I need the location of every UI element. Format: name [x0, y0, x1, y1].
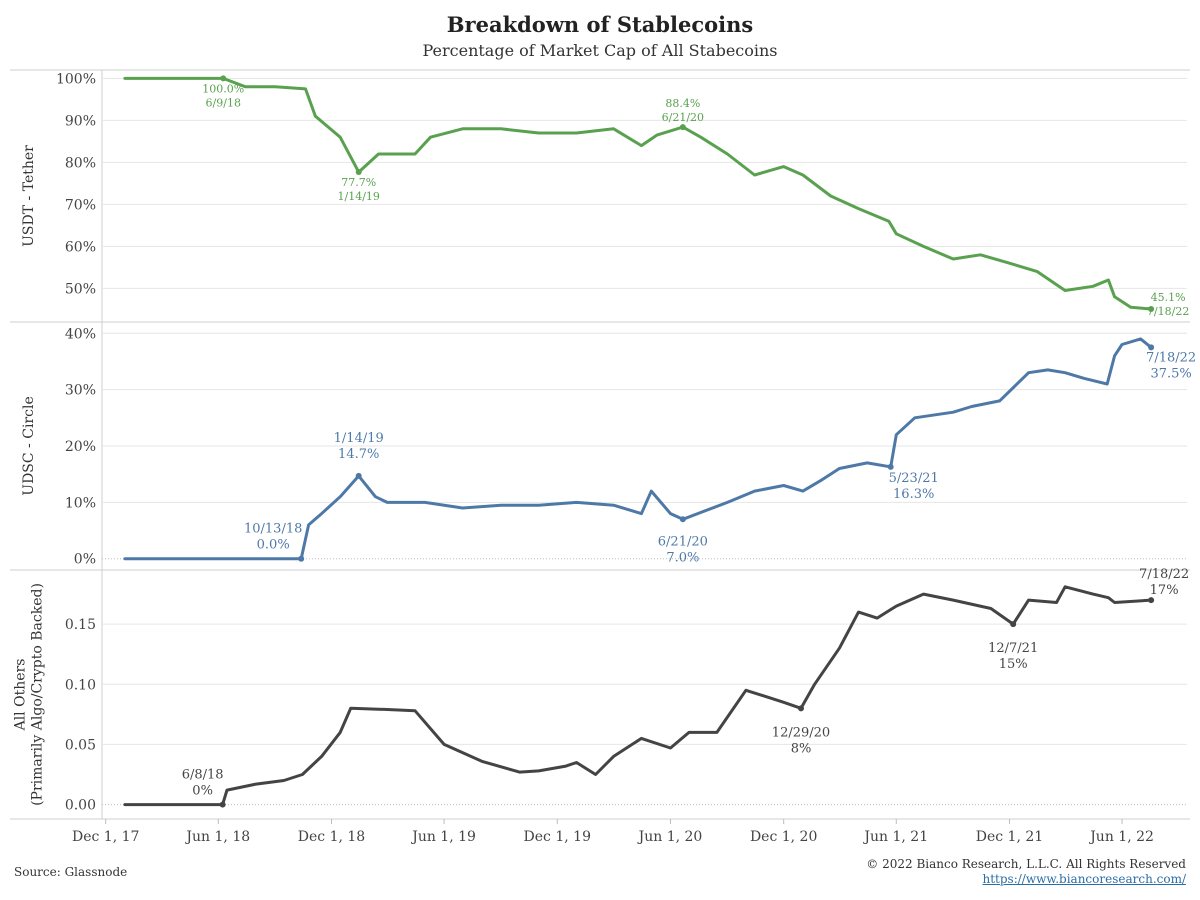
usdt-y-tick-label: 70% [65, 197, 96, 213]
usdc-data-label: 10/13/18 [244, 522, 302, 537]
others-annotation-point [1010, 621, 1017, 628]
usdc-y-axis-title: UDSC - Circle [21, 396, 37, 495]
x-tick-label: Dec 1, 21 [976, 829, 1043, 845]
usdc-panel: 0% 10% 20% 30% 40% UDSC - Circle 10/13/180.0% 1… [10, 321, 1196, 568]
others-data-label: 8% [791, 741, 812, 756]
x-tick-label: Dec 1, 19 [524, 829, 591, 845]
others-data-label: 7/18/22 [1139, 567, 1189, 582]
others-y-axis-title: (Primarily Algo/Crypto Backed) [30, 583, 46, 806]
usdc-data-label: 7.0% [666, 550, 699, 565]
usdc-annotation-point [355, 472, 362, 479]
x-tick-label: Jun 1, 21 [862, 829, 928, 845]
usdt-annotation-point [679, 124, 686, 131]
usdt-data-label: 100.0% [202, 82, 244, 95]
usdt-annotation-point [355, 169, 362, 176]
others-series-line [123, 585, 1153, 807]
others-data-label: 15% [999, 657, 1028, 672]
usdt-y-tick-label: 90% [65, 113, 96, 129]
x-tick-label: Dec 1, 18 [298, 829, 365, 845]
x-tick-label: Jun 1, 20 [637, 829, 703, 845]
usdc-y-tick-label: 10% [65, 495, 96, 511]
others-y-tick-label: 0.00 [65, 798, 96, 814]
usdt-panel: 50%60%70%80%90%100%USDT - Tether100.0%6/… [21, 71, 1189, 318]
website-link[interactable]: https://www.biancoresearch.com/ [982, 872, 1186, 886]
chart-subtitle: Percentage of Market Cap of All Stabecoi… [422, 41, 778, 60]
usdc-data-label: 14.7% [338, 447, 379, 462]
others-annotation-point [1148, 597, 1155, 604]
others-y-tick-label: 0.15 [65, 617, 96, 633]
usdc-series-line [123, 337, 1153, 561]
usdt-y-tick-label: 100% [56, 71, 96, 87]
others-y-tick-label: 0.10 [65, 677, 96, 693]
usdt-data-label: 7/18/22 [1147, 305, 1189, 318]
usdt-data-label: 6/9/18 [206, 96, 241, 109]
usdc-data-label: 7/18/22 [1146, 350, 1196, 365]
usdt-y-tick-label: 50% [65, 281, 96, 297]
usdt-data-label: 1/14/19 [338, 190, 380, 203]
x-tick-label: Dec 1, 20 [750, 829, 817, 845]
usdc-data-label: 5/23/21 [889, 471, 939, 486]
usdc-data-label: 0.0% [257, 538, 290, 553]
x-tick-label: Jun 1, 18 [184, 829, 250, 845]
usdc-data-label: 1/14/19 [334, 431, 384, 446]
usdt-y-tick-label: 80% [65, 155, 96, 171]
usdc-annotation-point [298, 555, 305, 562]
others-data-label: 17% [1150, 583, 1179, 598]
others-data-label: 12/7/21 [988, 641, 1038, 656]
x-tick-label: Jun 1, 22 [1088, 829, 1154, 845]
usdc-y-tick-label: 0% [74, 552, 96, 568]
usdc-annotation-point [679, 516, 686, 523]
others-data-label: 12/29/20 [772, 725, 830, 740]
usdt-annotation-point [220, 75, 227, 82]
others-y-tick-label: 0.05 [65, 737, 96, 753]
usdt-annotation-point [1148, 305, 1155, 312]
usdt-data-label: 45.1% [1151, 291, 1186, 304]
others-annotation-point [219, 801, 226, 808]
usdt-data-label: 88.4% [665, 97, 700, 110]
usdc-data-label: 6/21/20 [658, 534, 708, 549]
others-data-label: 0% [192, 784, 213, 799]
usdc-annotation-point [887, 463, 894, 470]
chart-title: Breakdown of Stablecoins [446, 12, 754, 37]
usdc-y-tick-label: 40% [65, 326, 96, 342]
source-note: Source: Glassnode [14, 865, 128, 879]
others-data-label: 6/8/18 [182, 768, 224, 783]
usdt-data-label: 77.7% [341, 176, 376, 189]
others-panel: 0.00 0.05 0.10 0.15 All Others (Primarily Alg… [10, 567, 1190, 814]
usdt-data-label: 6/21/20 [662, 111, 704, 124]
copyright-note: © 2022 Bianco Research, L.L.C. All Right… [866, 857, 1186, 871]
usdt-y-tick-label: 60% [65, 239, 96, 255]
others-annotation-point [798, 705, 805, 712]
usdt-series-line [123, 76, 1153, 311]
usdc-y-tick-label: 30% [65, 383, 96, 399]
usdc-annotation-point [1148, 344, 1155, 351]
usdc-data-label: 16.3% [893, 487, 934, 502]
x-tick-label: Jun 1, 19 [410, 829, 476, 845]
usdc-data-label: 37.5% [1150, 366, 1191, 381]
x-tick-label: Dec 1, 17 [72, 829, 139, 845]
usdt-y-axis-title: USDT - Tether [21, 145, 37, 247]
usdc-y-tick-label: 20% [65, 439, 96, 455]
others-y-axis-title: All Others [13, 659, 29, 732]
